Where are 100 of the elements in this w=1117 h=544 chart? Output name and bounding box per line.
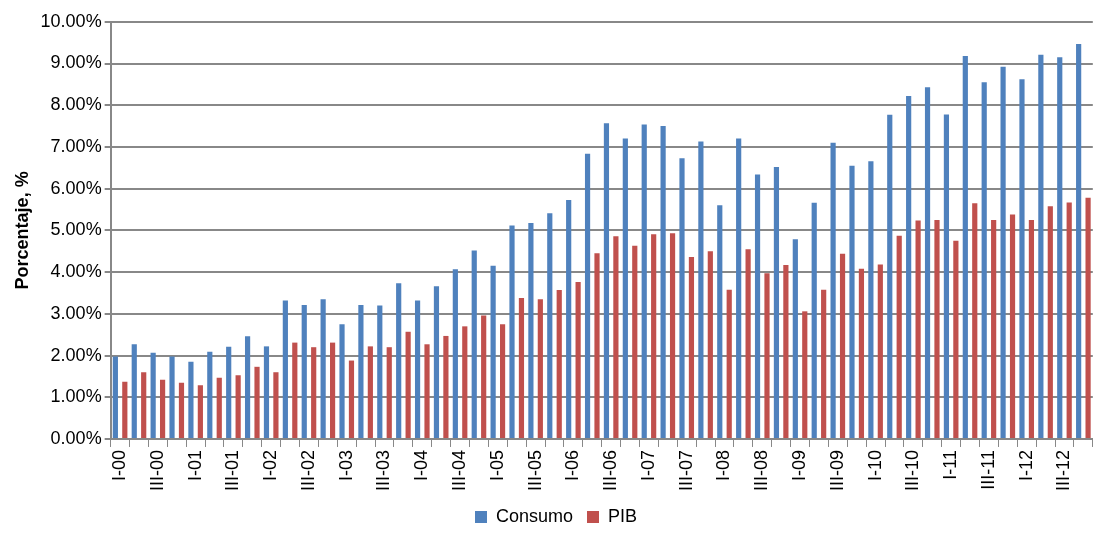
x-tick-label: III-09 xyxy=(826,449,847,492)
x-tick-label: I-04 xyxy=(411,449,432,482)
bar xyxy=(509,225,515,438)
bar xyxy=(122,381,128,438)
bar xyxy=(358,305,364,438)
bar xyxy=(311,347,317,438)
bar xyxy=(254,366,260,438)
bar xyxy=(943,114,950,438)
bar xyxy=(386,347,392,438)
x-tick-label: I-10 xyxy=(864,449,885,482)
bar xyxy=(481,315,487,438)
bar xyxy=(141,372,147,438)
x-tick-label: I-08 xyxy=(713,449,734,482)
bar xyxy=(443,335,449,438)
bar xyxy=(216,377,222,438)
bar xyxy=(1047,206,1053,438)
bar xyxy=(1019,79,1025,438)
bar xyxy=(263,346,270,438)
y-tick-label: 0.00% xyxy=(50,427,102,448)
bar xyxy=(1057,57,1063,438)
bar xyxy=(159,379,166,438)
bar xyxy=(660,126,666,438)
x-tick-label: III-12 xyxy=(1053,449,1074,492)
bar xyxy=(518,297,525,438)
x-tick-label: I-01 xyxy=(184,449,205,482)
bar xyxy=(906,96,912,438)
bar xyxy=(839,253,846,438)
bar xyxy=(188,361,194,438)
bar xyxy=(1000,66,1006,438)
bar xyxy=(707,251,713,438)
bar xyxy=(301,305,307,438)
x-tick-label: I-02 xyxy=(260,449,281,482)
y-tick-label: 9.00% xyxy=(50,52,102,73)
bar xyxy=(1028,219,1035,438)
bar xyxy=(566,199,572,438)
bar xyxy=(547,213,553,438)
x-tick-label: I-07 xyxy=(637,449,658,482)
bar xyxy=(698,141,704,438)
y-tick-label: 3.00% xyxy=(50,302,102,323)
bar xyxy=(490,265,496,438)
x-tick-label: III-02 xyxy=(297,449,318,492)
bar xyxy=(235,375,241,438)
bar xyxy=(273,372,279,438)
bar xyxy=(934,219,940,438)
bar xyxy=(414,300,421,438)
x-tick-label: III-00 xyxy=(146,449,167,492)
x-tick-label: III-06 xyxy=(600,449,621,492)
x-tick-label: III-07 xyxy=(675,449,696,492)
bar xyxy=(896,235,902,438)
bar xyxy=(924,87,931,438)
bar xyxy=(972,203,978,438)
bar xyxy=(953,240,959,438)
bar xyxy=(887,114,893,438)
bar xyxy=(1009,214,1016,438)
bar xyxy=(792,239,798,438)
y-tick-label: 4.00% xyxy=(50,261,102,282)
bar xyxy=(131,344,137,438)
bar xyxy=(745,249,751,438)
bar xyxy=(178,382,185,438)
bar xyxy=(632,245,638,438)
bar xyxy=(802,311,808,438)
y-tick-label: 7.00% xyxy=(50,135,102,156)
bar xyxy=(1066,202,1072,438)
bar xyxy=(736,138,742,438)
bar xyxy=(991,219,997,438)
bar xyxy=(821,289,827,438)
bar xyxy=(1038,54,1044,438)
x-tick-label: I-05 xyxy=(486,449,507,482)
y-axis-title: Porcentaje, % xyxy=(11,171,32,290)
bar xyxy=(377,305,383,438)
bar xyxy=(688,257,695,438)
bar xyxy=(462,326,468,438)
x-tick-label: I-06 xyxy=(562,449,583,482)
bar xyxy=(594,253,600,438)
bar xyxy=(584,153,591,438)
bar xyxy=(915,220,921,438)
bar xyxy=(717,205,723,438)
x-tick-label: I-11 xyxy=(940,449,961,480)
x-tick-label: I-12 xyxy=(1015,449,1036,482)
bar xyxy=(877,264,883,438)
bar xyxy=(849,165,855,438)
y-tick-label: 1.00% xyxy=(50,386,102,407)
bar xyxy=(396,283,402,438)
bar xyxy=(329,342,336,438)
bar xyxy=(1085,197,1091,438)
bar xyxy=(169,356,175,438)
bar xyxy=(764,273,770,438)
bar xyxy=(830,142,836,438)
bar xyxy=(499,324,506,438)
x-tick-label: III-08 xyxy=(751,449,772,492)
bar xyxy=(773,166,780,438)
y-tick-label: 5.00% xyxy=(50,219,102,240)
bar xyxy=(452,269,458,438)
x-tick-label: III-11 xyxy=(977,449,998,490)
bar xyxy=(754,174,761,438)
bar xyxy=(405,331,411,438)
bar xyxy=(669,233,676,438)
bar xyxy=(226,346,232,438)
x-tick-label: III-01 xyxy=(222,449,243,492)
bar xyxy=(424,344,430,438)
